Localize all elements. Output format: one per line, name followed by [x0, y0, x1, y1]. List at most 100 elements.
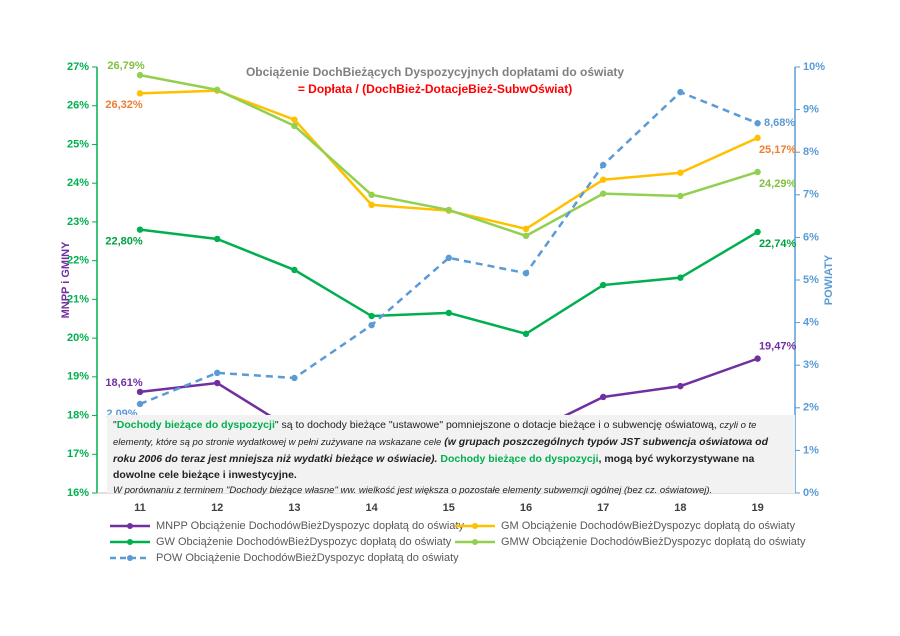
legend-marker: [472, 523, 478, 529]
point: [754, 168, 761, 176]
point: [214, 235, 221, 243]
y-tick-label: 27%: [67, 61, 89, 73]
point: [600, 393, 607, 401]
point: [214, 369, 221, 377]
data-label: 22,74%: [759, 238, 797, 250]
point: [368, 201, 375, 209]
point: [368, 312, 375, 320]
x-tick-label: 19: [751, 502, 763, 514]
point: [522, 330, 530, 338]
point: [136, 400, 144, 408]
x-tick-label: 11: [134, 502, 146, 514]
data-label: 22,80%: [105, 236, 143, 248]
note-text: W porównaniu z terminem "Dochody bieżące…: [113, 485, 713, 496]
point: [754, 355, 761, 362]
x-tick-label: 12: [211, 502, 223, 514]
note-text: " są to dochody bieżące "ustawowe" pomni…: [274, 419, 717, 431]
chart-title: Obciążenie DochBieżących Dyspozycyjnych …: [246, 65, 624, 79]
data-label: 25,17%: [759, 144, 797, 156]
y-axis-title: MNPP i GMINY: [60, 241, 72, 318]
note-text: , mogą być wykorzystywane na dowolne cel…: [113, 453, 755, 481]
point: [600, 161, 607, 169]
y2-tick-label: 1%: [803, 444, 819, 456]
x-tick-label: 14: [365, 502, 378, 514]
legend-label: MNPP Obciążenie DochodówBieżDyspozyc dop…: [156, 520, 464, 532]
line: [139, 90, 759, 406]
point: [677, 382, 684, 390]
point: [754, 228, 761, 236]
y2-tick-label: 0%: [803, 487, 819, 499]
point: [522, 269, 530, 277]
y-tick-label: 17%: [67, 448, 89, 460]
y-tick-label: 23%: [67, 216, 89, 228]
data-label: 18,61%: [105, 377, 143, 389]
point: [445, 309, 452, 317]
x-tick-label: 15: [443, 502, 455, 514]
y2-tick-label: 5%: [803, 274, 819, 286]
point: [677, 192, 684, 200]
data-label: 24,29%: [759, 178, 797, 190]
point: [136, 90, 144, 97]
point: [600, 281, 607, 289]
y2-tick-label: 3%: [803, 359, 819, 371]
point: [677, 88, 684, 96]
x-tick-label: 16: [520, 502, 532, 514]
chart-subtitle: = Dopłata / (DochBież-DotacjeBież-SubwOś…: [298, 82, 572, 96]
point: [445, 206, 452, 214]
y-tick-label: 16%: [67, 487, 89, 499]
legend-marker: [127, 555, 133, 561]
legend-marker: [127, 523, 133, 529]
annotation-box: "Dochody bieżące do dyspozycji" są to do…: [107, 415, 795, 496]
y2-tick-label: 9%: [803, 104, 819, 116]
legend-label: GM Obciążenie DochodówBieżDyspozyc dopła…: [501, 520, 796, 532]
point: [600, 176, 607, 183]
y-tick-label: 25%: [67, 138, 89, 150]
legend-marker: [127, 539, 133, 545]
y-tick-label: 21%: [67, 293, 89, 305]
data-label: 19,47%: [759, 341, 797, 353]
point: [522, 225, 530, 233]
legend-marker: [472, 539, 478, 545]
point: [600, 190, 607, 197]
point: [291, 266, 298, 274]
point: [754, 134, 761, 142]
point: [445, 254, 452, 262]
y-tick-label: 26%: [67, 100, 89, 112]
x-tick-label: 17: [597, 502, 609, 514]
point: [522, 232, 530, 240]
point: [677, 274, 684, 281]
line: [139, 228, 759, 336]
y-tick-label: 18%: [67, 409, 89, 421]
note-text: Dochody bieżące do dyspozycji: [437, 453, 599, 465]
x-tick-label: 13: [288, 502, 300, 514]
note-text: Dochody bieżące do dyspozycji: [116, 419, 275, 431]
point: [368, 321, 375, 329]
point: [368, 191, 375, 198]
point: [214, 86, 221, 94]
y2-tick-label: 4%: [803, 317, 819, 329]
y-tick-label: 20%: [67, 332, 89, 344]
data-label: 26,32%: [105, 99, 143, 111]
y2-axis-title: POWIATY: [823, 254, 835, 305]
point: [136, 388, 144, 396]
legend-label: GMW Obciążenie DochodówBieżDyspozyc dopł…: [501, 536, 806, 548]
legend-label: POW Obciążenie DochodówBieżDyspozyc dopł…: [156, 552, 459, 564]
legend-label: GW Obciążenie DochodówBieżDyspozyc dopła…: [156, 536, 452, 548]
note-text: (w grupach poszczególnych typów JST subw…: [113, 436, 768, 465]
note-text: ": [113, 419, 117, 431]
x-tick-label: 18: [674, 502, 686, 514]
y2-tick-label: 6%: [803, 231, 819, 243]
point: [291, 116, 298, 123]
point: [214, 379, 221, 387]
point: [136, 71, 144, 79]
point: [136, 226, 144, 233]
note-text: czyli o te elementy, które są po stronie…: [113, 420, 757, 448]
point: [291, 122, 298, 130]
y-tick-label: 22%: [67, 255, 89, 267]
data-label: 8,68%: [764, 117, 795, 129]
point: [754, 120, 761, 127]
y-tick-label: 24%: [67, 177, 89, 189]
point: [291, 374, 298, 382]
